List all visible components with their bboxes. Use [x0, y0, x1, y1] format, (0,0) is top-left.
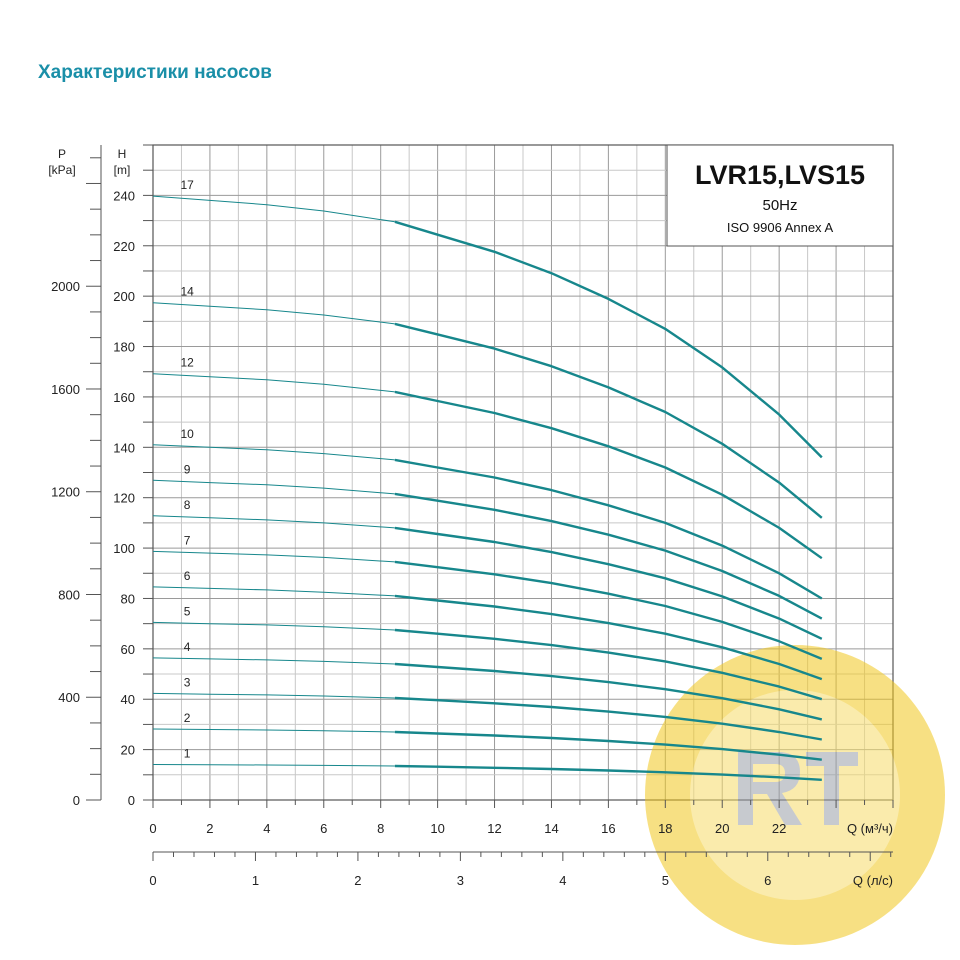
curve-stage-10-low-flow	[152, 444, 395, 461]
curve-stage-8	[394, 526, 823, 640]
frequency-label: 50Hz	[762, 197, 797, 214]
curve-stage-2-low-flow	[152, 728, 395, 733]
h-tick-label: 0	[128, 793, 135, 808]
curve-stage-17-low-flow	[152, 195, 395, 223]
curve-stage-3	[394, 696, 823, 741]
q2-axis-title: Q (л/с)	[853, 873, 893, 888]
stage-label: 7	[184, 533, 191, 547]
p-tick-label: 1600	[51, 382, 80, 397]
h-tick-label: 100	[113, 541, 135, 556]
stage-label: 17	[180, 178, 194, 192]
watermark-inner-circle	[690, 690, 900, 900]
curve-stage-12	[394, 390, 823, 560]
q-tick-label: 10	[430, 821, 444, 836]
watermark-logo	[738, 752, 858, 825]
q-tick-label: 12	[487, 821, 501, 836]
curve-stage-14-low-flow	[152, 302, 395, 325]
curve-stage-4-low-flow	[152, 657, 395, 665]
h-tick-label: 140	[113, 440, 135, 455]
q-tick-label: 14	[544, 821, 558, 836]
curve-stage-10	[394, 458, 823, 600]
p-tick-label: 400	[58, 690, 80, 705]
h-tick-label: 240	[113, 188, 135, 203]
curve-stage-4	[394, 662, 823, 721]
q2-tick-label: 2	[354, 873, 361, 888]
h-tick-label: 60	[121, 642, 135, 657]
q-tick-label: 16	[601, 821, 615, 836]
curve-stage-9-low-flow	[152, 479, 395, 495]
stage-label: 2	[184, 711, 191, 725]
curve-stage-6	[394, 594, 823, 681]
q-tick-label: 18	[658, 821, 672, 836]
q-tick-label: 4	[263, 821, 270, 836]
stage-label: 12	[180, 356, 194, 370]
legend-box: LVR15,LVS15 50Hz ISO 9906 Annex A	[666, 144, 894, 247]
curve-stage-6-low-flow	[152, 586, 395, 597]
p-tick-label: 2000	[51, 279, 80, 294]
curve-stage-7	[394, 560, 823, 661]
q-tick-label: 22	[772, 821, 786, 836]
watermark-logo-letter-t	[806, 752, 858, 825]
q2-tick-label: 1	[252, 873, 259, 888]
stage-label: 6	[184, 569, 191, 583]
stage-label: 9	[184, 462, 191, 476]
watermark	[645, 645, 945, 945]
curve-stage-5	[394, 628, 823, 701]
h-tick-label: 200	[113, 289, 135, 304]
q-axis-title: Q (м³/ч)	[847, 821, 893, 836]
h-tick-label: 160	[113, 390, 135, 405]
q2-tick-label: 3	[457, 873, 464, 888]
p-tick-label: 0	[73, 793, 80, 808]
curves: 17 14 12 10 9 8 7 6 5 4 3 2 1	[152, 178, 823, 781]
h-axis-title: H	[118, 147, 127, 161]
curve-stage-1-low-flow	[152, 764, 395, 767]
curve-stage-7-low-flow	[152, 550, 395, 563]
q2-tick-label: 6	[764, 873, 771, 888]
h-tick-label: 40	[121, 692, 135, 707]
watermark-logo-letter-r	[738, 752, 802, 825]
q-tick-label: 6	[320, 821, 327, 836]
h-tick-label: 220	[113, 239, 135, 254]
stage-label: 1	[184, 746, 191, 760]
page-title: Характеристики насосов	[38, 62, 272, 83]
curve-stage-3-low-flow	[152, 692, 395, 699]
model-name: LVR15,LVS15	[695, 160, 865, 190]
curve-stage-9	[394, 492, 823, 620]
q2-tick-label: 5	[662, 873, 669, 888]
stage-label: 5	[184, 604, 191, 618]
p-axis-unit: [kPa]	[48, 163, 75, 177]
p-tick-label: 800	[58, 587, 80, 602]
curve-stage-1	[394, 764, 822, 781]
h-tick-label: 20	[121, 743, 135, 758]
q2-tick-label: 0	[149, 873, 156, 888]
stage-label: 4	[184, 640, 191, 654]
stage-label: 8	[184, 498, 191, 512]
stage-label: 3	[184, 675, 191, 689]
stage-label: 14	[180, 285, 194, 299]
curve-stage-5-low-flow	[152, 621, 395, 631]
q-tick-label: 0	[149, 821, 156, 836]
curve-stage-14	[394, 322, 823, 519]
q-tick-label: 20	[715, 821, 729, 836]
q-tick-label: 8	[377, 821, 384, 836]
h-tick-label: 180	[113, 340, 135, 355]
h-tick-label: 80	[121, 591, 135, 606]
curve-stage-2	[394, 730, 822, 761]
curve-stage-8-low-flow	[152, 515, 395, 529]
curve-stage-12-low-flow	[152, 373, 395, 393]
stage-label: 10	[180, 427, 194, 441]
h-tick-label: 120	[113, 491, 135, 506]
h-axis-unit: [m]	[114, 163, 131, 177]
p-tick-label: 1200	[51, 485, 80, 500]
q-tick-label: 2	[206, 821, 213, 836]
standard-label: ISO 9906 Annex A	[727, 220, 834, 235]
q2-tick-label: 4	[559, 873, 566, 888]
axes: 020406080100120140160180200220240H[m]040…	[48, 144, 894, 888]
p-axis-title: P	[58, 147, 66, 161]
curve-stage-17	[394, 220, 823, 459]
